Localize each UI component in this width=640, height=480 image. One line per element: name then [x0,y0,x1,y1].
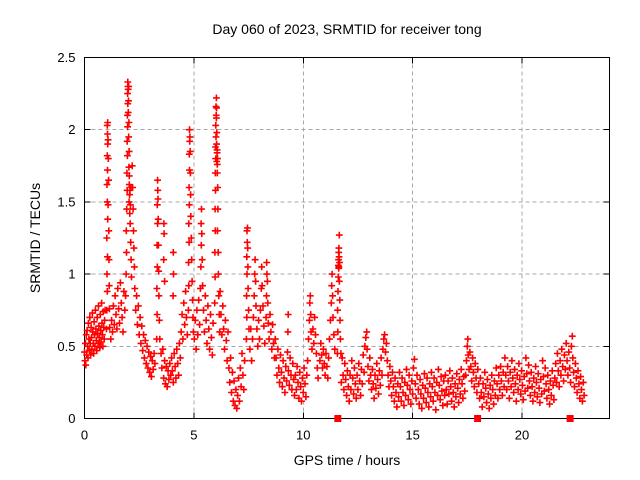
plot-border [84,57,610,419]
y-tick-label: 0 [68,411,75,426]
y-tick-label: 2 [68,122,75,137]
chart-title: Day 060 of 2023, SRMTID for receiver ton… [212,21,482,37]
x-tick-label: 20 [515,428,529,443]
data-point-square-flags [566,415,574,422]
x-tick-label: 10 [296,428,310,443]
y-tick-label: 2.5 [57,50,75,65]
data-points-srmtid [81,78,588,414]
x-tick-label: 0 [81,428,88,443]
x-axis-label: GPS time / hours [293,452,401,468]
data-point-square-flags [474,415,482,422]
y-tick-label: 1.5 [57,194,75,209]
y-tick-label: 1 [68,267,75,282]
data-point-square-flags [334,415,342,422]
x-tick-label: 15 [405,428,419,443]
y-tick-label: 0.5 [57,339,75,354]
x-tick-label: 5 [190,428,197,443]
